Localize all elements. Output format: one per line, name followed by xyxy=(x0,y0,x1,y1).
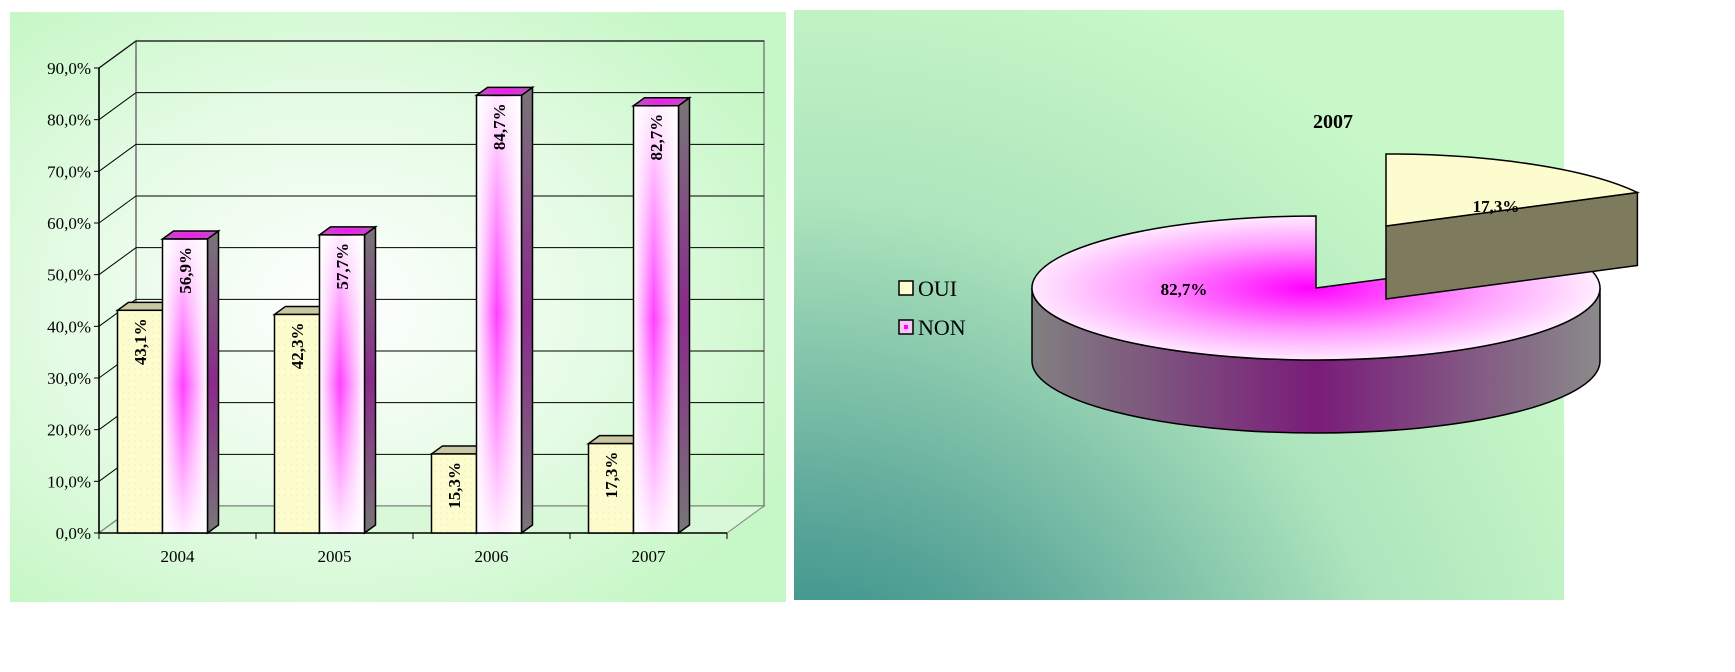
bar-non-side xyxy=(363,225,377,535)
data-label-oui: 43,1% xyxy=(131,318,150,365)
bar-non-highlight xyxy=(634,106,678,532)
x-tick-label: 2006 xyxy=(475,547,509,566)
bar-chart: 0,0% 10,0% 20,0% 30,0% 40,0% 50,0% 60,0% 70,0% 8… xyxy=(47,39,766,566)
pie-chart: 2007 17,3% 82,7% OUI NON xyxy=(898,111,1640,434)
gridline-diagonal xyxy=(98,40,137,69)
x-tick-label: 2007 xyxy=(632,547,667,566)
gridline-diagonal xyxy=(98,195,137,224)
y-tick-label: 90,0% xyxy=(47,59,91,78)
bar-non-highlight xyxy=(163,240,207,532)
bar-oui xyxy=(273,313,321,534)
legend-swatch-oui xyxy=(898,280,914,296)
pie-label-oui: 17,3% xyxy=(1473,197,1520,216)
bar-non-highlight xyxy=(320,235,364,532)
bar-non-top xyxy=(317,226,378,236)
data-label-oui: 15,3% xyxy=(445,462,464,509)
x-tick-label: 2004 xyxy=(161,547,196,566)
bar-oui xyxy=(430,453,478,534)
data-label-oui: 42,3% xyxy=(288,322,307,369)
x-tick-label: 2005 xyxy=(318,547,352,566)
gridline-diagonal xyxy=(98,92,137,121)
legend: OUI NON xyxy=(898,276,966,340)
y-tick-label: 30,0% xyxy=(47,369,91,388)
data-label-non: 82,7% xyxy=(647,114,666,161)
bar-non-side xyxy=(677,96,691,535)
y-tick-label: 0,0% xyxy=(56,524,91,543)
y-tick-label: 70,0% xyxy=(47,162,91,181)
y-tick-label: 10,0% xyxy=(47,472,91,491)
y-tick-label: 20,0% xyxy=(47,421,91,440)
bar-non-top xyxy=(160,230,221,240)
bar-non-side xyxy=(206,229,220,535)
legend-swatch-non-dot xyxy=(904,325,908,329)
gridline-diagonal xyxy=(98,247,137,276)
bar-oui xyxy=(587,442,635,534)
y-tick-label: 60,0% xyxy=(47,214,91,233)
chart-title: 2007 xyxy=(1313,111,1353,133)
data-label-non: 84,7% xyxy=(490,103,509,150)
bar-non-highlight xyxy=(477,96,521,532)
y-tick-label: 80,0% xyxy=(47,111,91,130)
bar-non-top xyxy=(474,86,535,97)
y-tick-label: 50,0% xyxy=(47,266,91,285)
pie-slice-oui xyxy=(1385,153,1640,227)
gridline-diagonal xyxy=(98,143,137,172)
pie-label-non: 82,7% xyxy=(1161,280,1208,299)
legend-label-non: NON xyxy=(918,315,966,340)
legend-label-oui: OUI xyxy=(918,276,957,301)
data-label-non: 56,9% xyxy=(176,247,195,294)
pie-slice-non xyxy=(1031,215,1601,361)
bar-non-side xyxy=(520,85,534,535)
bar-non-top xyxy=(631,96,692,107)
data-label-oui: 17,3% xyxy=(602,452,621,499)
y-tick-label: 40,0% xyxy=(47,317,91,336)
bar-oui xyxy=(116,309,164,534)
data-label-non: 57,7% xyxy=(333,243,352,290)
